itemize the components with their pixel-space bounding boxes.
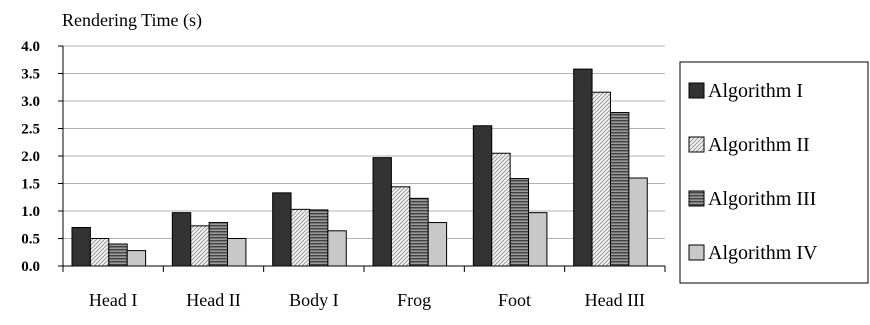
legend-label: Algorithm II [708, 134, 810, 156]
bar-algorithm-i-head-ii [171, 212, 192, 267]
legend: Algorithm I Algorithm II Algorithm III Algo… [679, 61, 869, 284]
x-tick-label: Foot [498, 290, 531, 310]
legend-label: Algorithm III [708, 188, 816, 210]
legend-swatch [688, 82, 705, 99]
gridlines [63, 45, 665, 239]
y-tick-label: 0.5 [21, 232, 40, 248]
legend-frame [679, 61, 869, 284]
bar-algorithm-ii-body-i [290, 208, 310, 267]
y-tick-label: 4.0 [21, 39, 40, 55]
axes [58, 45, 666, 272]
legend-swatch [688, 190, 705, 207]
x-tick-labels: Head I Head II Body I Frog Foot Head III [89, 290, 645, 310]
bar-algorithm-i-foot [472, 125, 493, 267]
legend-items: Algorithm I Algorithm II Algorithm III Algo… [688, 80, 818, 264]
bar-algorithm-iv-body-i [327, 230, 347, 267]
y-tick-label: 1.0 [21, 204, 40, 220]
y-axis-label: Rendering Time (s) [62, 10, 202, 31]
bar-algorithm-iii-head-iii [609, 112, 630, 267]
bars [71, 68, 648, 267]
bar-algorithm-i-head-i [71, 227, 91, 267]
y-tick-label: 3.5 [21, 67, 40, 83]
y-tick-labels: 0.0 0.5 1.0 1.5 2.0 2.5 3.0 3.5 4.0 [21, 39, 40, 275]
bar-algorithm-ii-head-ii [190, 225, 210, 267]
y-tick-label: 0.0 [21, 259, 40, 275]
x-tick-label: Body I [289, 290, 339, 310]
bar-algorithm-ii-head-i [89, 238, 110, 267]
legend-swatch [688, 136, 705, 153]
bar-algorithm-iv-foot [528, 212, 548, 267]
bar-algorithm-iv-head-iii [628, 177, 648, 267]
bar-algorithm-ii-frog [390, 186, 411, 267]
legend-label: Algorithm IV [708, 242, 818, 264]
bar-algorithm-iv-head-ii [227, 238, 247, 267]
y-tick-label: 2.0 [21, 149, 40, 165]
x-tick-label: Head II [186, 290, 240, 310]
bar-algorithm-ii-head-iii [591, 91, 611, 267]
bar-algorithm-i-body-i [272, 192, 292, 267]
bar-algorithm-iii-frog [409, 197, 429, 267]
bar-algorithm-ii-foot [491, 152, 511, 267]
legend-swatch [688, 244, 705, 261]
x-tick-label: Head III [585, 290, 645, 310]
x-tick-label: Head I [89, 290, 137, 310]
x-tick-label: Frog [397, 290, 431, 310]
bar-algorithm-iv-head-i [126, 250, 147, 267]
bar-algorithm-iii-head-i [108, 243, 128, 267]
bar-algorithm-iv-frog [427, 222, 448, 267]
y-tick-label: 2.5 [21, 122, 40, 138]
y-tick-label: 1.5 [21, 177, 40, 193]
bar-algorithm-iii-body-i [308, 209, 329, 267]
bar-algorithm-i-head-iii [573, 68, 593, 267]
bar-algorithm-i-frog [372, 157, 392, 267]
y-tick-label: 3.0 [21, 94, 40, 110]
bar-algorithm-iii-head-ii [208, 222, 229, 267]
bar-algorithm-iii-foot [509, 178, 530, 267]
legend-label: Algorithm I [708, 80, 803, 102]
